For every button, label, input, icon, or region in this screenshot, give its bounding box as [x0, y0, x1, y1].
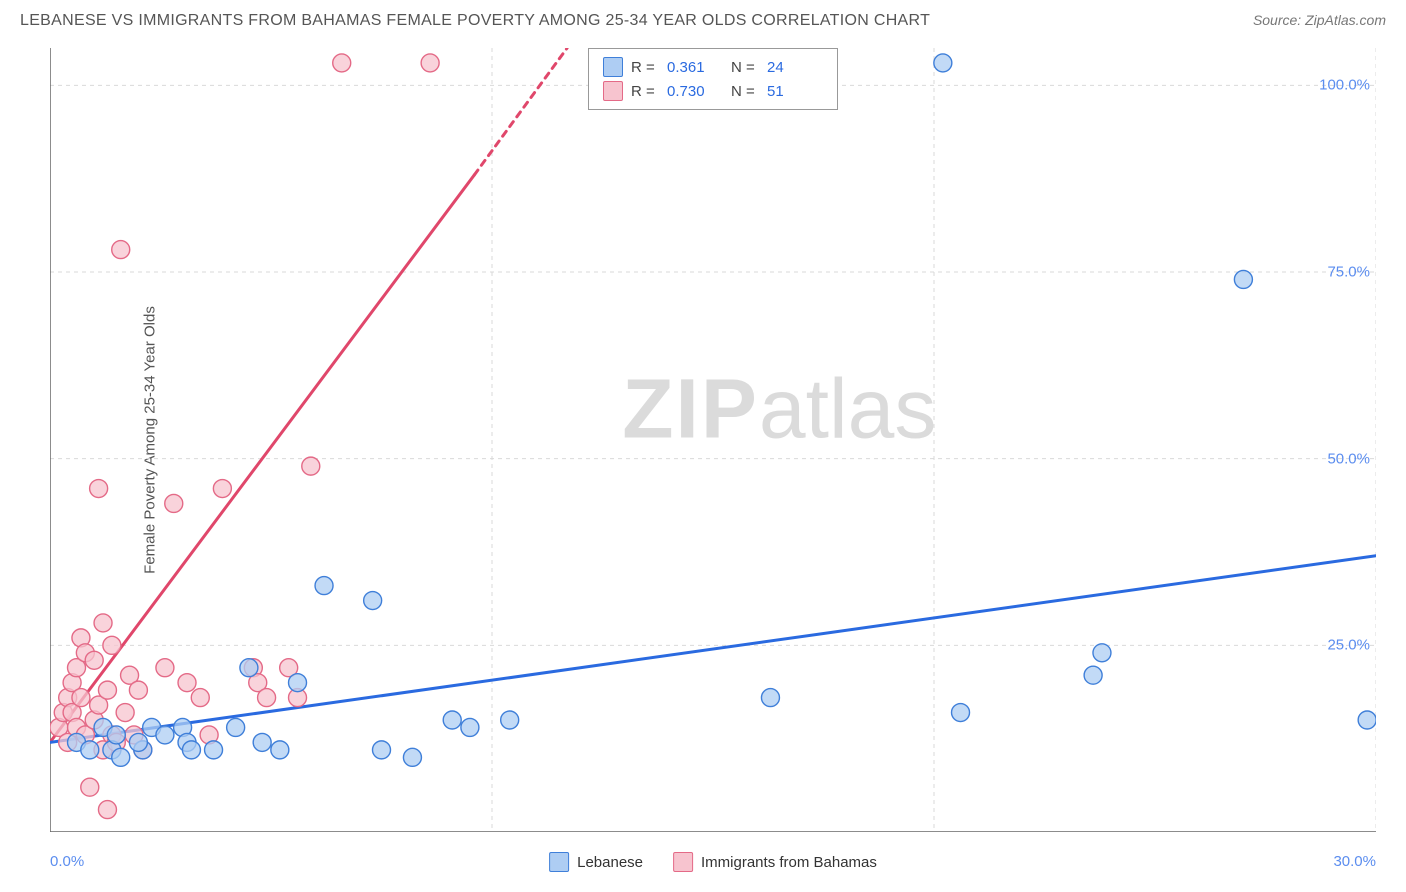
y-tick-label: 25.0%: [1327, 637, 1370, 654]
stats-n-label: N =: [731, 83, 759, 100]
legend-label: Immigrants from Bahamas: [701, 854, 877, 871]
stats-row-lebanese: R = 0.361 N = 24: [603, 55, 823, 79]
stats-r-label: R =: [631, 59, 659, 76]
legend-swatch: [673, 852, 693, 872]
stats-r-value: 0.730: [667, 83, 723, 100]
legend-swatch: [549, 852, 569, 872]
stats-swatch: [603, 57, 623, 77]
scatter-plot: [50, 48, 1376, 832]
source-label: Source: ZipAtlas.com: [1253, 12, 1386, 28]
stats-r-label: R =: [631, 83, 659, 100]
legend-item-bahamas: Immigrants from Bahamas: [673, 852, 877, 872]
x-tick-label: 0.0%: [50, 853, 84, 870]
x-tick-label: 30.0%: [1333, 853, 1376, 870]
stats-legend: R = 0.361 N = 24 R = 0.730 N = 51: [588, 48, 838, 110]
stats-row-bahamas: R = 0.730 N = 51: [603, 79, 823, 103]
y-tick-label: 75.0%: [1327, 264, 1370, 281]
legend-item-lebanese: Lebanese: [549, 852, 643, 872]
stats-n-value: 51: [767, 83, 823, 100]
stats-r-value: 0.361: [667, 59, 723, 76]
y-tick-label: 100.0%: [1319, 77, 1370, 94]
bottom-legend: Lebanese Immigrants from Bahamas: [549, 852, 877, 872]
chart-area: Female Poverty Among 25-34 Year Olds ZIP…: [50, 48, 1376, 832]
stats-n-value: 24: [767, 59, 823, 76]
stats-swatch: [603, 81, 623, 101]
y-tick-label: 50.0%: [1327, 450, 1370, 467]
chart-title: LEBANESE VS IMMIGRANTS FROM BAHAMAS FEMA…: [20, 12, 930, 30]
legend-label: Lebanese: [577, 854, 643, 871]
stats-n-label: N =: [731, 59, 759, 76]
